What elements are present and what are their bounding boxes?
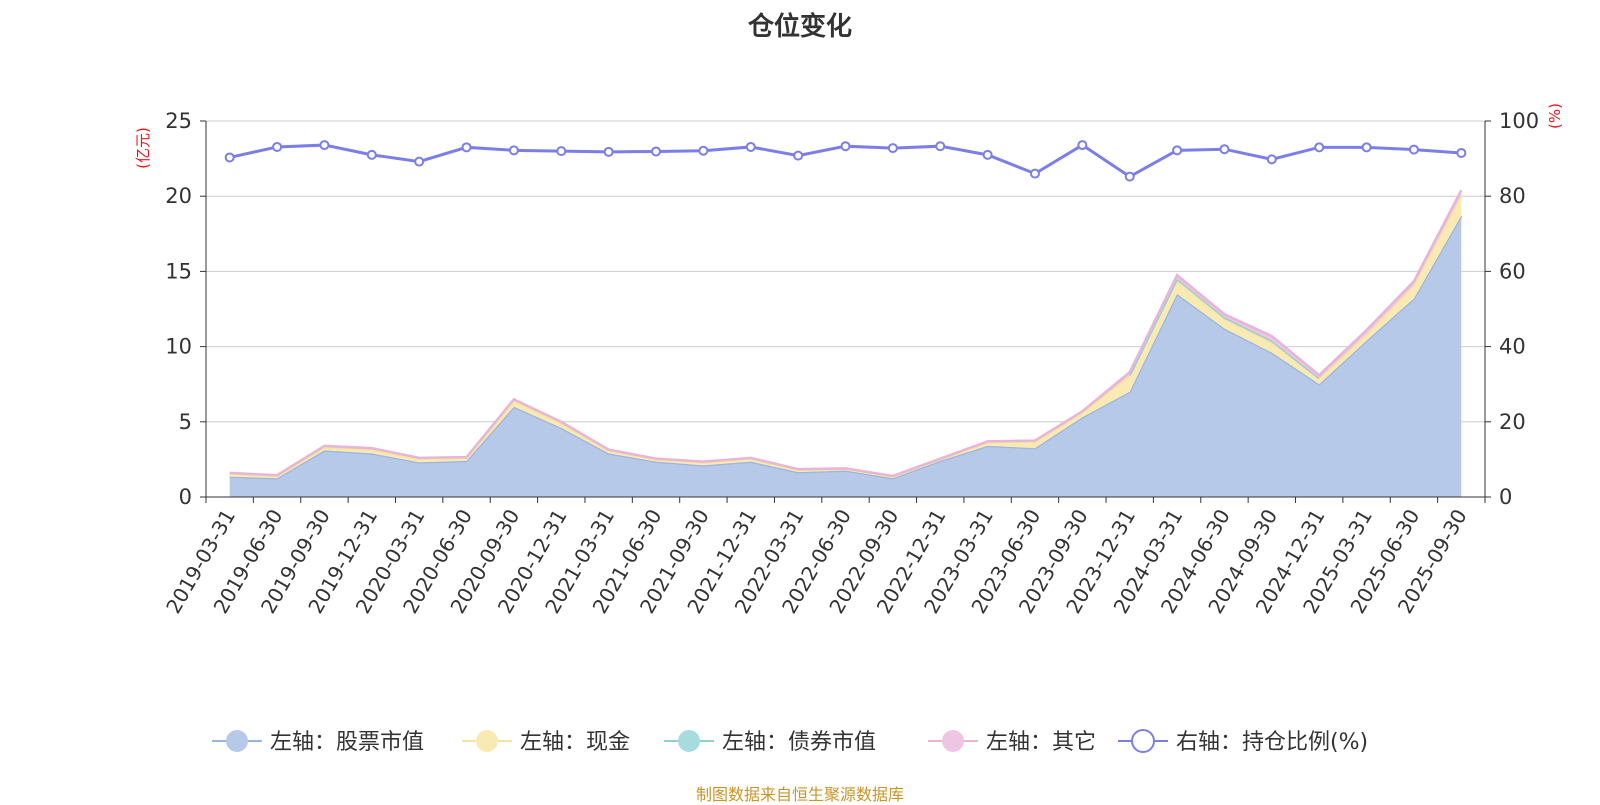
data-point-ratio bbox=[840, 141, 851, 152]
chart-title: 仓位变化 bbox=[747, 12, 852, 42]
data-point-ratio bbox=[1172, 145, 1183, 156]
data-point-ratio bbox=[1456, 147, 1467, 158]
data-point-ratio bbox=[1314, 142, 1325, 153]
legend-label: 左轴：股票市值 bbox=[270, 730, 424, 755]
ratio-line bbox=[224, 140, 1467, 182]
legend: 左轴：股票市值 左轴：现金 左轴：债券市值 左轴：其它 右轴：持仓比例(%) bbox=[212, 729, 1368, 755]
data-point-ratio bbox=[508, 145, 519, 156]
legend-item: 左轴：其它 bbox=[928, 730, 1096, 755]
data-point-ratio bbox=[414, 156, 425, 167]
right-tick-label: 100 bbox=[1499, 109, 1539, 133]
data-point-ratio bbox=[1408, 144, 1419, 155]
left-tick-label: 25 bbox=[165, 109, 192, 133]
data-point-ratio bbox=[1266, 154, 1277, 165]
left-tick-label: 0 bbox=[179, 485, 192, 509]
data-point-ratio bbox=[1219, 144, 1230, 155]
left-tick-label: 5 bbox=[179, 410, 192, 434]
data-source-note: 制图数据来自恒生聚源数据库 bbox=[695, 785, 904, 804]
stacked-areas bbox=[229, 189, 1463, 497]
legend-item: 左轴：现金 bbox=[462, 730, 630, 755]
left-tick-label: 10 bbox=[165, 335, 192, 359]
legend-item: 右轴：持仓比例(%) bbox=[1118, 729, 1368, 755]
legend-marker bbox=[476, 730, 498, 752]
data-point-ratio bbox=[1029, 168, 1040, 179]
data-point-ratio bbox=[887, 143, 898, 154]
data-point-ratio bbox=[366, 149, 377, 160]
data-point-ratio bbox=[793, 150, 804, 161]
right-tick-label: 20 bbox=[1499, 410, 1526, 434]
data-point-ratio bbox=[651, 146, 662, 157]
data-point-ratio bbox=[319, 140, 330, 151]
right-tick-label: 60 bbox=[1499, 259, 1526, 283]
legend-label: 左轴：其它 bbox=[986, 730, 1096, 755]
right-tick-label: 40 bbox=[1499, 335, 1526, 359]
data-point-ratio bbox=[935, 141, 946, 152]
right-axis-unit: (%) bbox=[1546, 103, 1564, 129]
left-tick-label: 20 bbox=[165, 184, 192, 208]
data-point-ratio bbox=[556, 146, 567, 157]
left-tick-label: 15 bbox=[165, 259, 192, 283]
area-edge-左轴：其它 bbox=[229, 189, 1463, 478]
left-axis-unit: (亿元) bbox=[134, 127, 152, 169]
legend-marker bbox=[226, 730, 248, 752]
data-point-ratio bbox=[745, 141, 756, 152]
data-point-ratio bbox=[1124, 171, 1135, 182]
data-point-ratio bbox=[982, 149, 993, 160]
data-point-ratio bbox=[1077, 140, 1088, 151]
data-point-ratio bbox=[603, 146, 614, 157]
legend-item: 左轴：债券市值 bbox=[664, 730, 876, 755]
data-point-ratio bbox=[1361, 142, 1372, 153]
legend-item: 左轴：股票市值 bbox=[212, 730, 424, 755]
data-point-ratio bbox=[461, 142, 472, 153]
legend-label: 右轴：持仓比例(%) bbox=[1176, 730, 1368, 755]
legend-marker bbox=[942, 730, 964, 752]
area-左轴：股票市值 bbox=[229, 215, 1462, 497]
legend-marker bbox=[678, 730, 700, 752]
data-point-ratio bbox=[698, 145, 709, 156]
data-point-ratio bbox=[272, 141, 283, 152]
legend-label: 左轴：债券市值 bbox=[722, 730, 876, 755]
right-tick-label: 0 bbox=[1499, 485, 1512, 509]
data-point-ratio bbox=[224, 152, 235, 163]
right-tick-label: 80 bbox=[1499, 184, 1526, 208]
legend-label: 左轴：现金 bbox=[520, 730, 630, 755]
legend-marker bbox=[1131, 729, 1155, 753]
